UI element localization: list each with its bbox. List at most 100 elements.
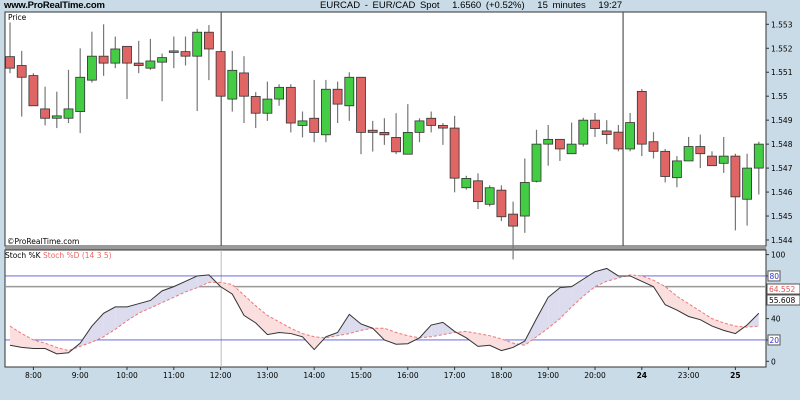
- candle-body: [250, 96, 261, 114]
- candle-body: [730, 155, 741, 198]
- candle-body: [379, 131, 390, 136]
- timeframe: 15 minutes: [537, 0, 586, 11]
- time-tick-label: 12:00: [210, 371, 232, 380]
- candle-body: [285, 86, 296, 124]
- candle: [5, 22, 15, 74]
- candle-body: [519, 182, 530, 217]
- candle-body: [484, 187, 495, 205]
- candle-body: [28, 75, 39, 107]
- candle-body: [203, 31, 214, 50]
- candle: [110, 36, 121, 69]
- kd-fill: [501, 338, 514, 351]
- candle-body: [192, 31, 203, 57]
- candle-body: [449, 127, 460, 179]
- candle: [320, 79, 331, 143]
- chart-title: EURCAD - EUR/CAD Spot 1.6560 (+0.52%) 15…: [320, 0, 630, 12]
- price-pane[interactable]: [4, 11, 767, 247]
- candle-body: [133, 62, 144, 66]
- kd-fill: [115, 306, 127, 330]
- candle: [309, 79, 320, 143]
- kd-fill: [641, 275, 654, 287]
- candle: [648, 132, 659, 159]
- kd-fill: [361, 323, 373, 331]
- candle: [461, 175, 472, 190]
- candle-body: [122, 45, 132, 64]
- candle: [344, 72, 355, 121]
- price-tick-label: 1.553: [771, 20, 793, 29]
- candle: [402, 104, 413, 155]
- candle: [426, 111, 437, 133]
- pane-separator[interactable]: [5, 246, 766, 250]
- candle: [707, 151, 717, 167]
- kd-fill: [559, 286, 572, 319]
- candle-body: [402, 131, 413, 155]
- time-tick-label: 9:00: [72, 371, 89, 380]
- candle: [262, 81, 273, 121]
- stoch-tick-label: 40: [771, 315, 781, 324]
- candle-body: [496, 189, 507, 218]
- candle: [40, 86, 50, 126]
- stoch-k-line: [9, 267, 760, 355]
- d-value-badge: [766, 283, 800, 295]
- copyright: ©ProRealTime.com: [7, 237, 79, 246]
- candle-body: [356, 76, 366, 133]
- candle: [578, 117, 589, 147]
- candle: [543, 124, 554, 166]
- time-tick-label: 15:00: [350, 371, 372, 380]
- candle: [274, 84, 285, 106]
- candle-body: [578, 119, 589, 145]
- candle-body: [742, 167, 752, 200]
- price-tick-label: 1.548: [771, 140, 793, 149]
- symbol: EURCAD - EUR/CAD Spot: [320, 0, 440, 11]
- kd-fill: [349, 314, 361, 334]
- kd-fill: [290, 328, 303, 337]
- candle-body: [590, 119, 600, 129]
- candle-body: [168, 50, 179, 53]
- kd-fill: [665, 286, 677, 311]
- price-tick-label: 1.546: [771, 188, 793, 197]
- candle-body: [215, 51, 226, 97]
- candle: [180, 36, 191, 66]
- candle-body: [145, 60, 156, 69]
- candle: [391, 113, 402, 155]
- candle: [28, 73, 39, 107]
- kd-fill: [91, 313, 104, 343]
- k-value-badge: [766, 294, 800, 306]
- candle-body: [473, 180, 483, 203]
- candle: [601, 120, 612, 145]
- time-tick-label: 18:00: [491, 371, 513, 380]
- stoch-tick-label: 100: [771, 251, 786, 260]
- candle-body: [718, 155, 729, 164]
- candle-body: [110, 48, 121, 64]
- time-tick-label: 17:00: [444, 371, 466, 380]
- candle: [508, 201, 519, 260]
- candle-body: [367, 129, 378, 133]
- kd-fill: [571, 279, 584, 307]
- stoch-level-badge: [767, 334, 781, 346]
- kd-fill: [712, 318, 724, 331]
- candle: [98, 24, 109, 76]
- candle-body: [75, 76, 86, 112]
- kd-fill: [606, 268, 619, 282]
- candle: [531, 129, 542, 183]
- time-tick-label: 16:00: [397, 371, 419, 380]
- kd-fill: [10, 326, 22, 348]
- candle-body: [320, 88, 331, 136]
- candle-body: [391, 137, 402, 153]
- stoch-tick-label: 80: [770, 272, 780, 281]
- candle: [683, 136, 694, 162]
- time-tick-label: 13:00: [257, 371, 279, 380]
- candle: [625, 112, 635, 152]
- candle: [75, 48, 86, 134]
- candle-body: [625, 122, 635, 150]
- d-value: 64.552: [769, 285, 795, 294]
- candle-body: [707, 155, 717, 167]
- kd-fill: [232, 284, 244, 316]
- candle: [718, 136, 729, 173]
- kd-fill: [103, 306, 116, 337]
- candle-body: [63, 108, 74, 119]
- candle: [566, 122, 577, 155]
- kd-fill: [700, 311, 712, 327]
- candle: [215, 51, 226, 97]
